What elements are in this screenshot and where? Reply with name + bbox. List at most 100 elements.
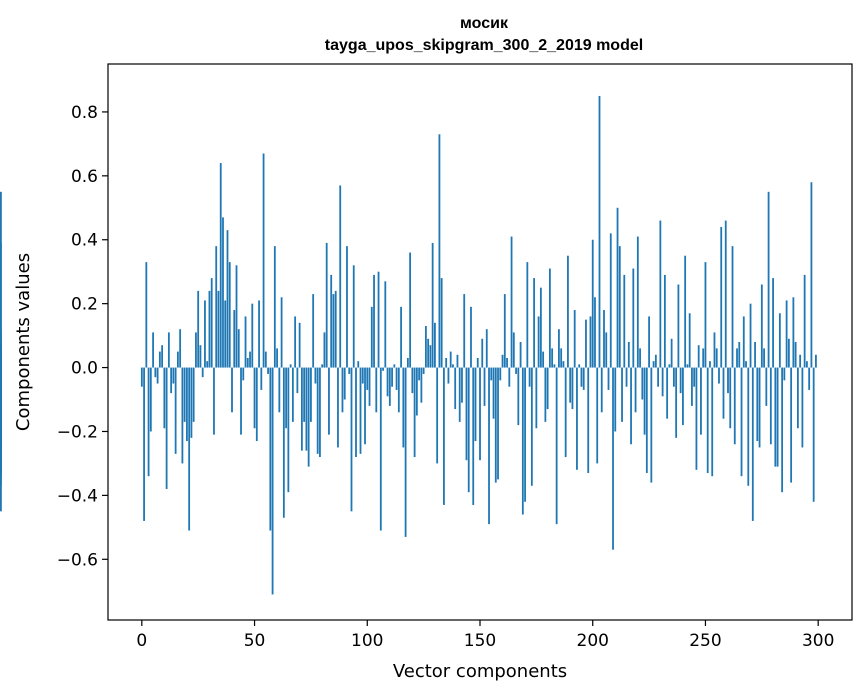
bar-57 — [269, 367, 272, 531]
bar-138 — [452, 364, 454, 368]
bar-207 — [607, 367, 610, 390]
bar-144 — [465, 367, 468, 461]
bar-272 — [754, 342, 756, 368]
bar-19 — [183, 367, 186, 422]
bar-9 — [161, 345, 164, 368]
bar-172 — [528, 367, 531, 387]
bar-21 — [188, 367, 191, 531]
bar-248 — [700, 367, 702, 435]
bar-48 — [249, 351, 251, 368]
x-tick-label: 200 — [577, 631, 609, 651]
bar-90 — [343, 367, 346, 400]
bar-141 — [458, 367, 461, 422]
bar-52 — [258, 300, 260, 368]
bar-105 — [377, 271, 380, 368]
bar-99 — [364, 367, 366, 445]
bar-297 — [810, 182, 813, 368]
bar-279 — [769, 367, 772, 445]
bar-166 — [515, 367, 517, 374]
bar-162 — [506, 357, 508, 368]
bar-36 — [222, 217, 224, 368]
bar-127 — [427, 338, 430, 368]
bar-245 — [693, 367, 696, 387]
bar-107 — [382, 367, 384, 371]
bar-221 — [639, 348, 641, 368]
bar-65 — [287, 367, 290, 493]
bar-183 — [553, 364, 556, 368]
bar-288 — [790, 367, 793, 483]
bar-206 — [605, 332, 608, 368]
bar-40 — [231, 367, 233, 413]
bar-167 — [517, 367, 520, 426]
bar-256 — [718, 367, 720, 384]
bar-35 — [219, 163, 222, 368]
bar-73 — [305, 367, 308, 451]
bar-163 — [508, 367, 511, 387]
bar-298 — [812, 367, 815, 502]
bar-295 — [806, 361, 808, 368]
bar-223 — [643, 367, 646, 435]
bar-50 — [253, 367, 256, 429]
bar-82 — [325, 242, 328, 368]
bar-140 — [456, 354, 459, 368]
bar-184 — [555, 367, 558, 525]
bar-111 — [391, 367, 393, 387]
bar-128 — [429, 345, 432, 368]
bar-95 — [355, 367, 357, 458]
bar-224 — [645, 367, 648, 474]
bar-257 — [720, 226, 723, 368]
bar-18 — [181, 367, 184, 464]
bar-49 — [251, 303, 254, 368]
bar-25 — [197, 290, 200, 368]
y-tick-label: 0.4 — [71, 231, 98, 251]
bar-239 — [679, 367, 682, 394]
bar-233 — [666, 367, 669, 419]
bar-189 — [567, 255, 569, 368]
bar-55 — [264, 351, 267, 368]
bar-154 — [488, 367, 490, 525]
bar-115 — [400, 306, 402, 368]
bar-188 — [564, 367, 567, 458]
bar-116 — [402, 367, 405, 448]
bar-2 — [145, 262, 148, 368]
bar-56 — [267, 367, 269, 374]
y-tick-label: −0.2 — [57, 422, 98, 442]
bar-259 — [724, 220, 727, 368]
bar-299 — [815, 354, 817, 368]
bar-192 — [573, 310, 576, 368]
bar-195 — [580, 367, 583, 387]
bar-260 — [727, 367, 729, 394]
bar-228 — [654, 354, 657, 368]
bar-275 — [760, 284, 763, 368]
bar-243 — [688, 313, 691, 368]
bar-108 — [384, 281, 387, 368]
bar-253 — [711, 367, 714, 477]
bar-236 — [672, 367, 675, 387]
bar-246 — [695, 367, 698, 470]
bar-170 — [524, 367, 526, 502]
bar-193 — [576, 367, 578, 470]
bar-28 — [204, 300, 206, 368]
bar-149 — [476, 357, 479, 368]
bar-146 — [470, 306, 472, 368]
bar-77 — [314, 367, 317, 384]
bar-254 — [713, 332, 716, 368]
bar-251 — [706, 367, 709, 474]
bar-261 — [729, 367, 732, 429]
bar-89 — [341, 367, 344, 413]
bar-263 — [733, 367, 736, 445]
bar-290 — [794, 342, 797, 368]
bar-11 — [165, 367, 168, 489]
bar-284 — [781, 367, 784, 493]
bar-69 — [296, 367, 299, 394]
bar-13 — [170, 367, 173, 394]
bar-230 — [659, 220, 662, 368]
bar-114 — [397, 367, 400, 413]
bar-87 — [337, 367, 339, 448]
bar-62 — [280, 297, 283, 368]
y-tick-label: 0.8 — [71, 103, 98, 123]
x-tick-label: 0 — [136, 631, 147, 651]
bar-78 — [316, 367, 319, 454]
bar-26 — [199, 345, 202, 368]
bar-165 — [512, 332, 515, 368]
